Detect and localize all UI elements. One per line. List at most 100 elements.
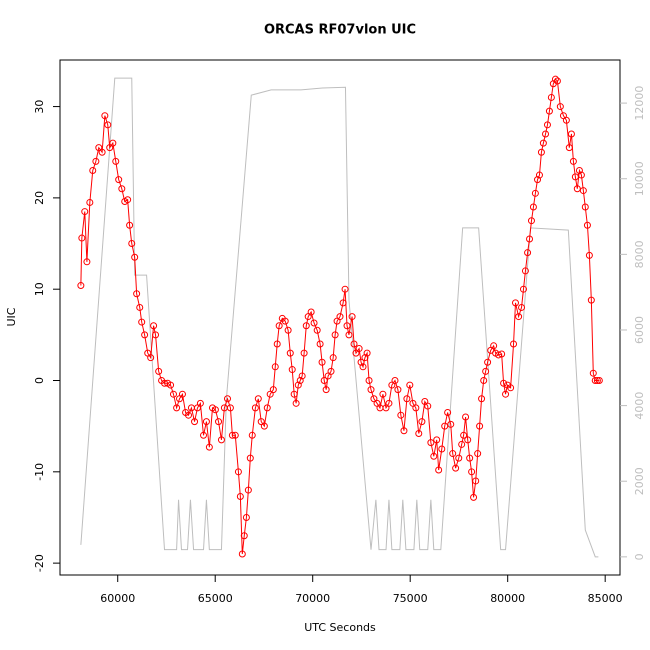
data-point bbox=[587, 296, 595, 304]
data-point bbox=[290, 390, 298, 398]
y2-tick-label: 4000 bbox=[633, 392, 646, 420]
data-point bbox=[131, 253, 139, 261]
data-point bbox=[595, 377, 603, 385]
y2-tick-label: 12000 bbox=[633, 86, 646, 121]
data-point bbox=[403, 395, 411, 403]
data-point bbox=[470, 493, 478, 501]
data-point bbox=[275, 322, 283, 330]
data-point bbox=[363, 349, 371, 357]
data-point bbox=[269, 386, 277, 394]
data-point bbox=[286, 349, 294, 357]
data-point bbox=[191, 418, 199, 426]
data-point bbox=[553, 77, 561, 85]
data-point bbox=[307, 308, 315, 316]
data-point bbox=[300, 349, 308, 357]
data-point bbox=[543, 121, 551, 129]
data-point bbox=[173, 404, 181, 412]
data-point bbox=[430, 452, 438, 460]
plot-box bbox=[59, 59, 621, 576]
data-point bbox=[385, 399, 393, 407]
data-point bbox=[271, 363, 279, 371]
data-point bbox=[77, 282, 85, 290]
y-tick-label: 20 bbox=[33, 191, 46, 205]
data-point bbox=[529, 203, 537, 211]
data-point bbox=[217, 436, 225, 444]
data-point bbox=[480, 377, 488, 385]
data-point bbox=[167, 381, 175, 389]
data-point bbox=[455, 454, 463, 462]
data-point bbox=[248, 431, 256, 439]
data-point bbox=[482, 367, 490, 375]
y2-tick-label: 2000 bbox=[633, 467, 646, 495]
data-point bbox=[397, 411, 405, 419]
data-point bbox=[202, 418, 210, 426]
data-point bbox=[196, 399, 204, 407]
data-point bbox=[418, 418, 426, 426]
x-tick-label: 60000 bbox=[100, 592, 135, 605]
data-point bbox=[500, 379, 508, 387]
data-point bbox=[427, 439, 435, 447]
data-point bbox=[313, 326, 321, 334]
data-point bbox=[124, 196, 132, 204]
data-point bbox=[462, 413, 470, 421]
data-point bbox=[474, 450, 482, 458]
data-point bbox=[562, 116, 570, 124]
data-point bbox=[556, 103, 564, 111]
x-tick-label: 80000 bbox=[490, 592, 525, 605]
data-line bbox=[80, 77, 599, 558]
data-point bbox=[359, 363, 367, 371]
data-point bbox=[531, 189, 539, 197]
data-point bbox=[438, 445, 446, 453]
data-point bbox=[147, 354, 155, 362]
data-point bbox=[581, 203, 589, 211]
data-point bbox=[161, 379, 169, 387]
data-point bbox=[226, 404, 234, 412]
data-point bbox=[526, 235, 534, 243]
data-point bbox=[573, 185, 581, 193]
data-point bbox=[327, 367, 335, 375]
data-point bbox=[336, 313, 344, 321]
data-point bbox=[234, 468, 242, 476]
data-point bbox=[524, 249, 532, 257]
data-point bbox=[406, 381, 414, 389]
data-point bbox=[345, 331, 353, 339]
data-point bbox=[343, 322, 351, 330]
data-point bbox=[316, 340, 324, 348]
y-axis-label: UIC bbox=[5, 307, 18, 326]
data-point bbox=[502, 390, 510, 398]
data-point bbox=[519, 285, 527, 293]
y2-tick-label: 0 bbox=[633, 553, 646, 560]
data-point bbox=[133, 290, 141, 298]
data-point bbox=[545, 107, 553, 115]
data-point bbox=[468, 468, 476, 476]
data-point bbox=[424, 402, 432, 410]
data-point bbox=[211, 406, 219, 414]
data-point bbox=[365, 377, 373, 385]
y-tick-label: -20 bbox=[33, 554, 46, 572]
data-point bbox=[98, 148, 106, 156]
data-point bbox=[294, 381, 302, 389]
data-point bbox=[236, 492, 244, 500]
data-point bbox=[464, 436, 472, 444]
data-point bbox=[242, 513, 250, 521]
data-point bbox=[115, 176, 123, 184]
data-point bbox=[569, 157, 577, 165]
data-point bbox=[109, 139, 117, 147]
data-point bbox=[507, 384, 515, 392]
data-point bbox=[355, 345, 363, 353]
data-line bbox=[80, 78, 600, 555]
data-point bbox=[357, 358, 365, 366]
y-tick-label: 10 bbox=[33, 282, 46, 296]
data-point bbox=[447, 420, 455, 428]
data-point bbox=[567, 130, 575, 138]
data-point bbox=[95, 144, 103, 152]
data-point bbox=[585, 251, 593, 259]
data-point bbox=[391, 377, 399, 385]
data-point bbox=[367, 386, 375, 394]
y2-tick-label: 6000 bbox=[633, 316, 646, 344]
data-point bbox=[534, 176, 542, 184]
data-point bbox=[415, 429, 423, 437]
data-point bbox=[318, 358, 326, 366]
data-point bbox=[583, 221, 591, 229]
